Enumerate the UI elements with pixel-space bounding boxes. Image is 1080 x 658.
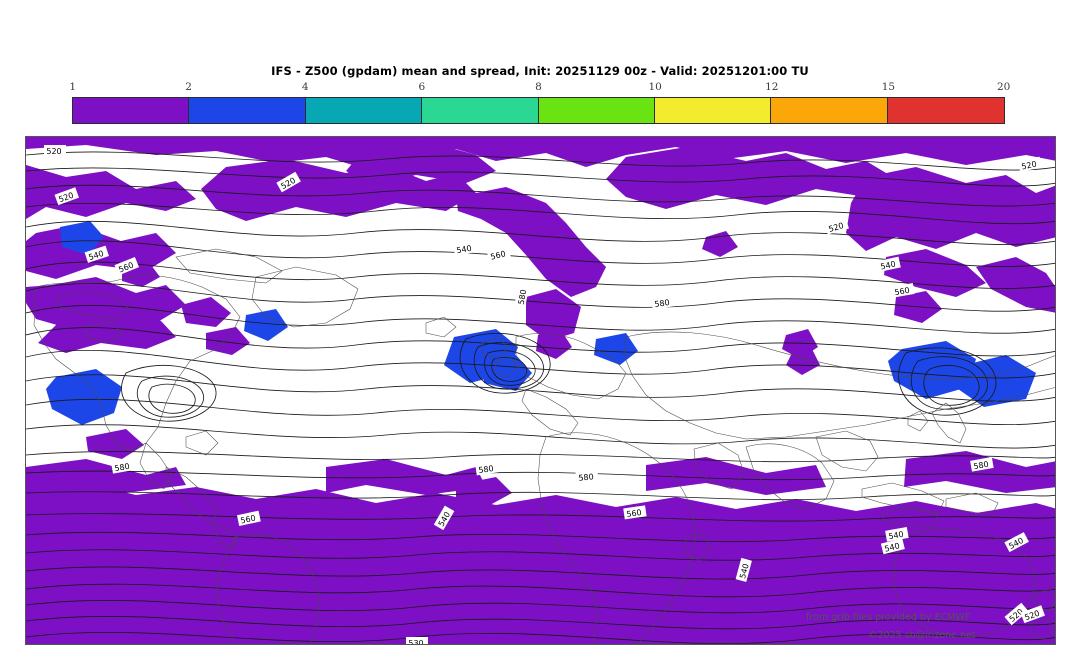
page-title: IFS - Z500 (gpdam) mean and spread, Init… xyxy=(271,64,809,78)
attribution-source: from grib files provided by ECMWF xyxy=(806,612,971,623)
colorbar-tick-12: 12 xyxy=(765,81,779,93)
colorbar-tick-4: 4 xyxy=(301,81,309,93)
svg-text:580: 580 xyxy=(114,462,131,474)
svg-text:560: 560 xyxy=(626,508,642,519)
colorbar-segment-10-12 xyxy=(654,98,772,123)
svg-text:580: 580 xyxy=(578,472,594,483)
colorbar-tick-labels: 1 2 4 6 8 10 12 15 20 xyxy=(69,81,1010,95)
svg-text:560: 560 xyxy=(240,513,257,525)
colorbar-segment-15-20 xyxy=(887,98,1004,123)
svg-text:520: 520 xyxy=(46,147,61,156)
svg-text:540: 540 xyxy=(738,563,751,580)
global-spread-map: 520 520 540 560 520 xyxy=(26,137,1055,645)
colorbar: 1 2 4 6 8 10 12 15 20 xyxy=(69,81,1010,124)
attribution-copyright: ©2025 sb@irizone.net xyxy=(868,630,976,641)
colorbar-segment-12-15 xyxy=(771,98,888,123)
colorbar-segment-8-10 xyxy=(538,98,655,123)
map-plot-area: 520 520 540 560 520 xyxy=(25,136,1056,645)
colorbar-tick-2: 2 xyxy=(185,81,192,93)
svg-text:540: 540 xyxy=(880,259,897,271)
coastlines xyxy=(26,248,1055,644)
svg-text:540: 540 xyxy=(456,244,473,256)
colorbar-segment-2-4 xyxy=(189,98,306,123)
svg-text:560: 560 xyxy=(894,286,911,298)
colorbar-tick-8: 8 xyxy=(535,81,542,93)
svg-text:520: 520 xyxy=(828,221,845,234)
svg-text:540: 540 xyxy=(87,249,104,262)
colorbar-tick-15: 15 xyxy=(881,81,896,93)
svg-text:530: 530 xyxy=(408,639,423,645)
colorbar-tick-10: 10 xyxy=(648,81,662,93)
svg-text:560: 560 xyxy=(490,249,507,261)
svg-text:580: 580 xyxy=(517,289,529,306)
svg-text:540: 540 xyxy=(888,530,905,542)
colorbar-segment-1-2 xyxy=(73,98,190,123)
colorbar-tick-20: 20 xyxy=(996,81,1011,93)
svg-text:540: 540 xyxy=(884,541,901,553)
svg-text:520: 520 xyxy=(1021,159,1038,171)
colorbar-segment-6-8 xyxy=(422,98,539,123)
colorbar-tick-6: 6 xyxy=(418,81,426,93)
svg-text:580: 580 xyxy=(478,464,494,475)
colorbar-tick-1: 1 xyxy=(69,81,77,93)
colorbar-gradient xyxy=(72,97,1005,124)
colorbar-segment-4-6 xyxy=(305,98,423,123)
svg-text:580: 580 xyxy=(973,460,990,472)
svg-text:580: 580 xyxy=(654,298,670,309)
